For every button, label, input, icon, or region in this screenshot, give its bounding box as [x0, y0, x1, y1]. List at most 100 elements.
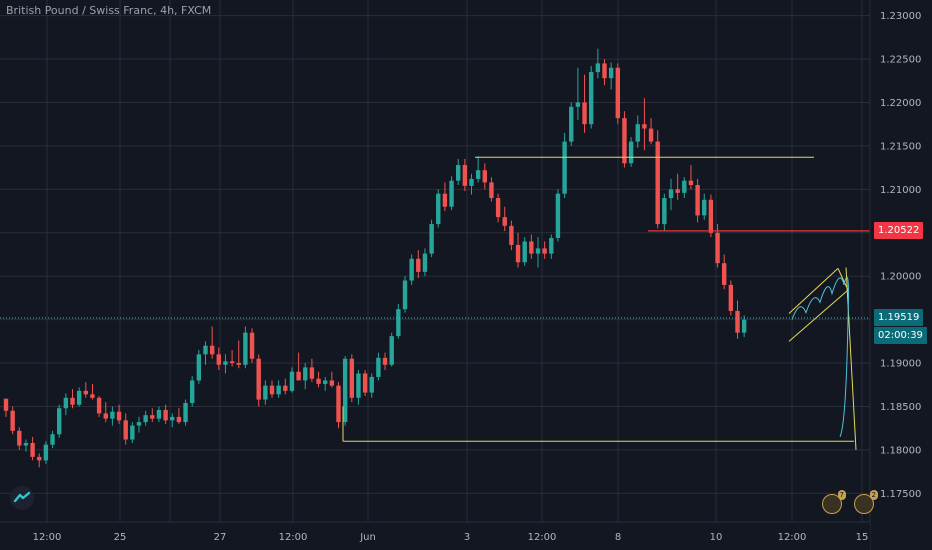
candle [529, 241, 534, 254]
candle [715, 232, 720, 264]
candle [456, 165, 461, 181]
candle [183, 403, 188, 423]
candle [575, 102, 581, 107]
x-tick-label: 8 [615, 532, 621, 543]
candle [249, 332, 255, 359]
candle [682, 180, 687, 193]
y-tick-label: 1.21500 [880, 141, 921, 152]
candle [376, 357, 381, 377]
event-count: 2 [869, 490, 878, 500]
x-tick-label: 12:00 [279, 532, 308, 543]
candle [429, 224, 434, 254]
candle [63, 397, 69, 409]
candle [655, 141, 660, 225]
event-icon[interactable]: 7 [822, 490, 846, 514]
candle [223, 361, 228, 365]
candle [17, 430, 22, 446]
y-tick-label: 1.18500 [880, 402, 921, 413]
candle [342, 358, 348, 423]
countdown-badge: 02:00:39 [874, 327, 927, 345]
candle [303, 367, 308, 381]
candle [436, 193, 441, 225]
candle [356, 373, 361, 398]
candle [263, 385, 268, 400]
candle [323, 380, 328, 384]
candle [416, 258, 421, 272]
candles [3, 48, 747, 468]
event-icon[interactable]: 2 [854, 490, 878, 514]
candle [722, 263, 727, 285]
time-axis[interactable]: 12:00 25 27 12:00 Jun 3 12:00 8 10 12:00 15 [0, 521, 870, 550]
candle [296, 371, 301, 381]
candle [150, 415, 155, 419]
candle [728, 284, 734, 311]
candle [110, 411, 115, 419]
candle [269, 385, 275, 395]
candle [96, 397, 102, 414]
candle [256, 358, 261, 400]
candle [608, 67, 614, 79]
candle [289, 371, 295, 391]
symbol-title: British Pound / Swiss Franc, 4h, FXCM [6, 4, 212, 17]
candle [309, 367, 315, 379]
candle [57, 408, 62, 435]
y-tick-label: 1.22000 [880, 98, 921, 109]
candle [329, 380, 335, 386]
candle [648, 128, 654, 142]
candle [449, 180, 454, 207]
candle [196, 354, 202, 381]
candle [50, 434, 55, 445]
candle [402, 280, 408, 310]
candle [143, 415, 148, 423]
candle [569, 106, 574, 142]
candle [409, 258, 414, 281]
candle [382, 357, 388, 365]
candle [396, 309, 401, 337]
candle [229, 361, 235, 364]
candle [3, 398, 9, 411]
price-axis[interactable]: 1.175001.180001.185001.190001.195001.200… [869, 0, 932, 550]
candle [735, 310, 740, 333]
candle [442, 193, 448, 207]
candle [136, 422, 142, 426]
y-tick-label: 1.22500 [880, 55, 921, 66]
candle [535, 248, 541, 254]
current-price-badge: 1.19519 [874, 309, 924, 327]
candle [635, 124, 640, 142]
candle [83, 390, 88, 395]
candle [170, 416, 175, 421]
candle [489, 182, 494, 199]
candle [482, 170, 487, 183]
candle [43, 444, 49, 461]
y-tick-label: 1.18000 [880, 445, 921, 456]
projected-path [791, 276, 849, 438]
candle [336, 385, 341, 423]
x-tick-label: 25 [114, 532, 127, 543]
candle [688, 180, 694, 186]
y-tick-label: 1.19000 [880, 359, 921, 370]
candle [509, 225, 514, 245]
y-tick-label: 1.17500 [880, 489, 921, 500]
candle [163, 409, 168, 421]
grid [0, 0, 870, 522]
candle [236, 363, 241, 365]
candle [475, 170, 481, 179]
candle [542, 248, 547, 254]
wedge-lower-line [788, 289, 849, 342]
candle [243, 332, 248, 365]
y-tick-label: 1.23000 [880, 11, 921, 22]
candle [469, 178, 474, 186]
candle [123, 420, 128, 440]
candle [90, 394, 95, 398]
candle [10, 410, 15, 431]
candle [76, 390, 82, 405]
candle [362, 373, 368, 393]
candle [642, 124, 647, 129]
candle [462, 165, 468, 186]
candle [555, 193, 561, 238]
tradingview-logo-icon[interactable] [10, 486, 34, 510]
candle [23, 442, 29, 446]
candle [103, 413, 108, 419]
